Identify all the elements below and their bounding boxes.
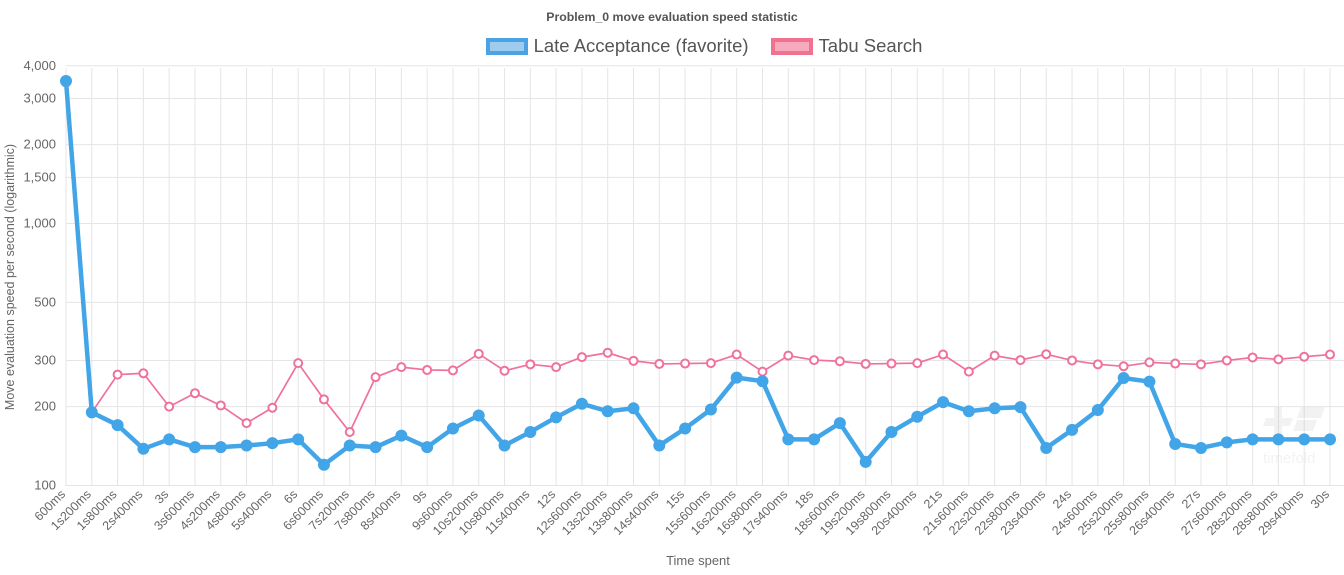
- svg-text:Time spent: Time spent: [666, 553, 730, 568]
- svg-text:4,000: 4,000: [23, 58, 56, 73]
- svg-text:30s: 30s: [1308, 487, 1332, 511]
- svg-text:Move evaluation speed per seco: Move evaluation speed per second (logari…: [3, 144, 17, 410]
- svg-text:1,500: 1,500: [23, 169, 56, 184]
- svg-text:3s: 3s: [152, 487, 171, 506]
- svg-text:timefold: timefold: [1263, 450, 1316, 467]
- svg-text:2,000: 2,000: [23, 137, 56, 152]
- svg-text:6s: 6s: [281, 487, 300, 506]
- svg-text:9s: 9s: [410, 487, 429, 506]
- svg-text:1,000: 1,000: [23, 215, 56, 230]
- svg-text:100: 100: [34, 477, 56, 492]
- svg-text:500: 500: [34, 294, 56, 309]
- svg-text:300: 300: [34, 352, 56, 367]
- svg-text:200: 200: [34, 399, 56, 414]
- svg-text:3,000: 3,000: [23, 91, 56, 106]
